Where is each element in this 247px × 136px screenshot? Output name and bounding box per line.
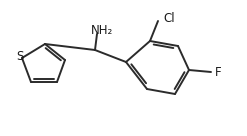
Text: Cl: Cl <box>163 13 175 26</box>
Text: NH₂: NH₂ <box>91 24 113 38</box>
Text: S: S <box>16 50 24 64</box>
Text: F: F <box>215 67 222 80</box>
